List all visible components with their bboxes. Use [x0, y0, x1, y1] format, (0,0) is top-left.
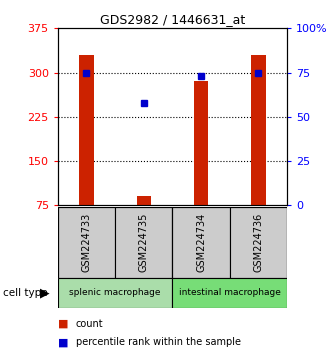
Bar — [58, 207, 115, 278]
Text: intestinal macrophage: intestinal macrophage — [179, 289, 281, 297]
Text: GSM224734: GSM224734 — [196, 213, 206, 272]
Text: GSM224735: GSM224735 — [139, 213, 149, 272]
Bar — [58, 278, 173, 308]
Bar — [115, 207, 173, 278]
Bar — [173, 207, 230, 278]
Bar — [79, 55, 94, 205]
Text: percentile rank within the sample: percentile rank within the sample — [76, 337, 241, 348]
Text: splenic macrophage: splenic macrophage — [69, 289, 161, 297]
Bar — [173, 278, 287, 308]
Text: ▶: ▶ — [40, 286, 50, 299]
Title: GDS2982 / 1446631_at: GDS2982 / 1446631_at — [100, 13, 245, 26]
Text: ■: ■ — [58, 337, 68, 348]
Bar — [137, 196, 151, 205]
Text: cell type: cell type — [3, 288, 48, 298]
Text: count: count — [76, 319, 104, 329]
Text: GSM224736: GSM224736 — [253, 213, 263, 272]
Bar — [230, 207, 287, 278]
Bar — [251, 55, 266, 205]
Text: ■: ■ — [58, 319, 68, 329]
Text: GSM224733: GSM224733 — [82, 213, 91, 272]
Bar — [194, 81, 208, 205]
